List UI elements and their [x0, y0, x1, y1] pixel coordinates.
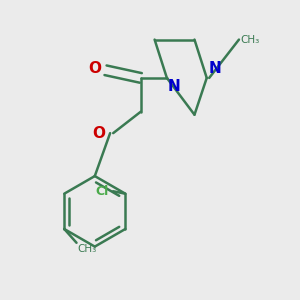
Text: CH₃: CH₃: [240, 34, 260, 45]
Text: N: N: [168, 80, 181, 94]
Text: O: O: [88, 61, 101, 76]
Text: N: N: [208, 61, 221, 76]
Text: CH₃: CH₃: [77, 244, 97, 254]
Text: O: O: [92, 126, 106, 141]
Text: Cl: Cl: [95, 185, 109, 198]
